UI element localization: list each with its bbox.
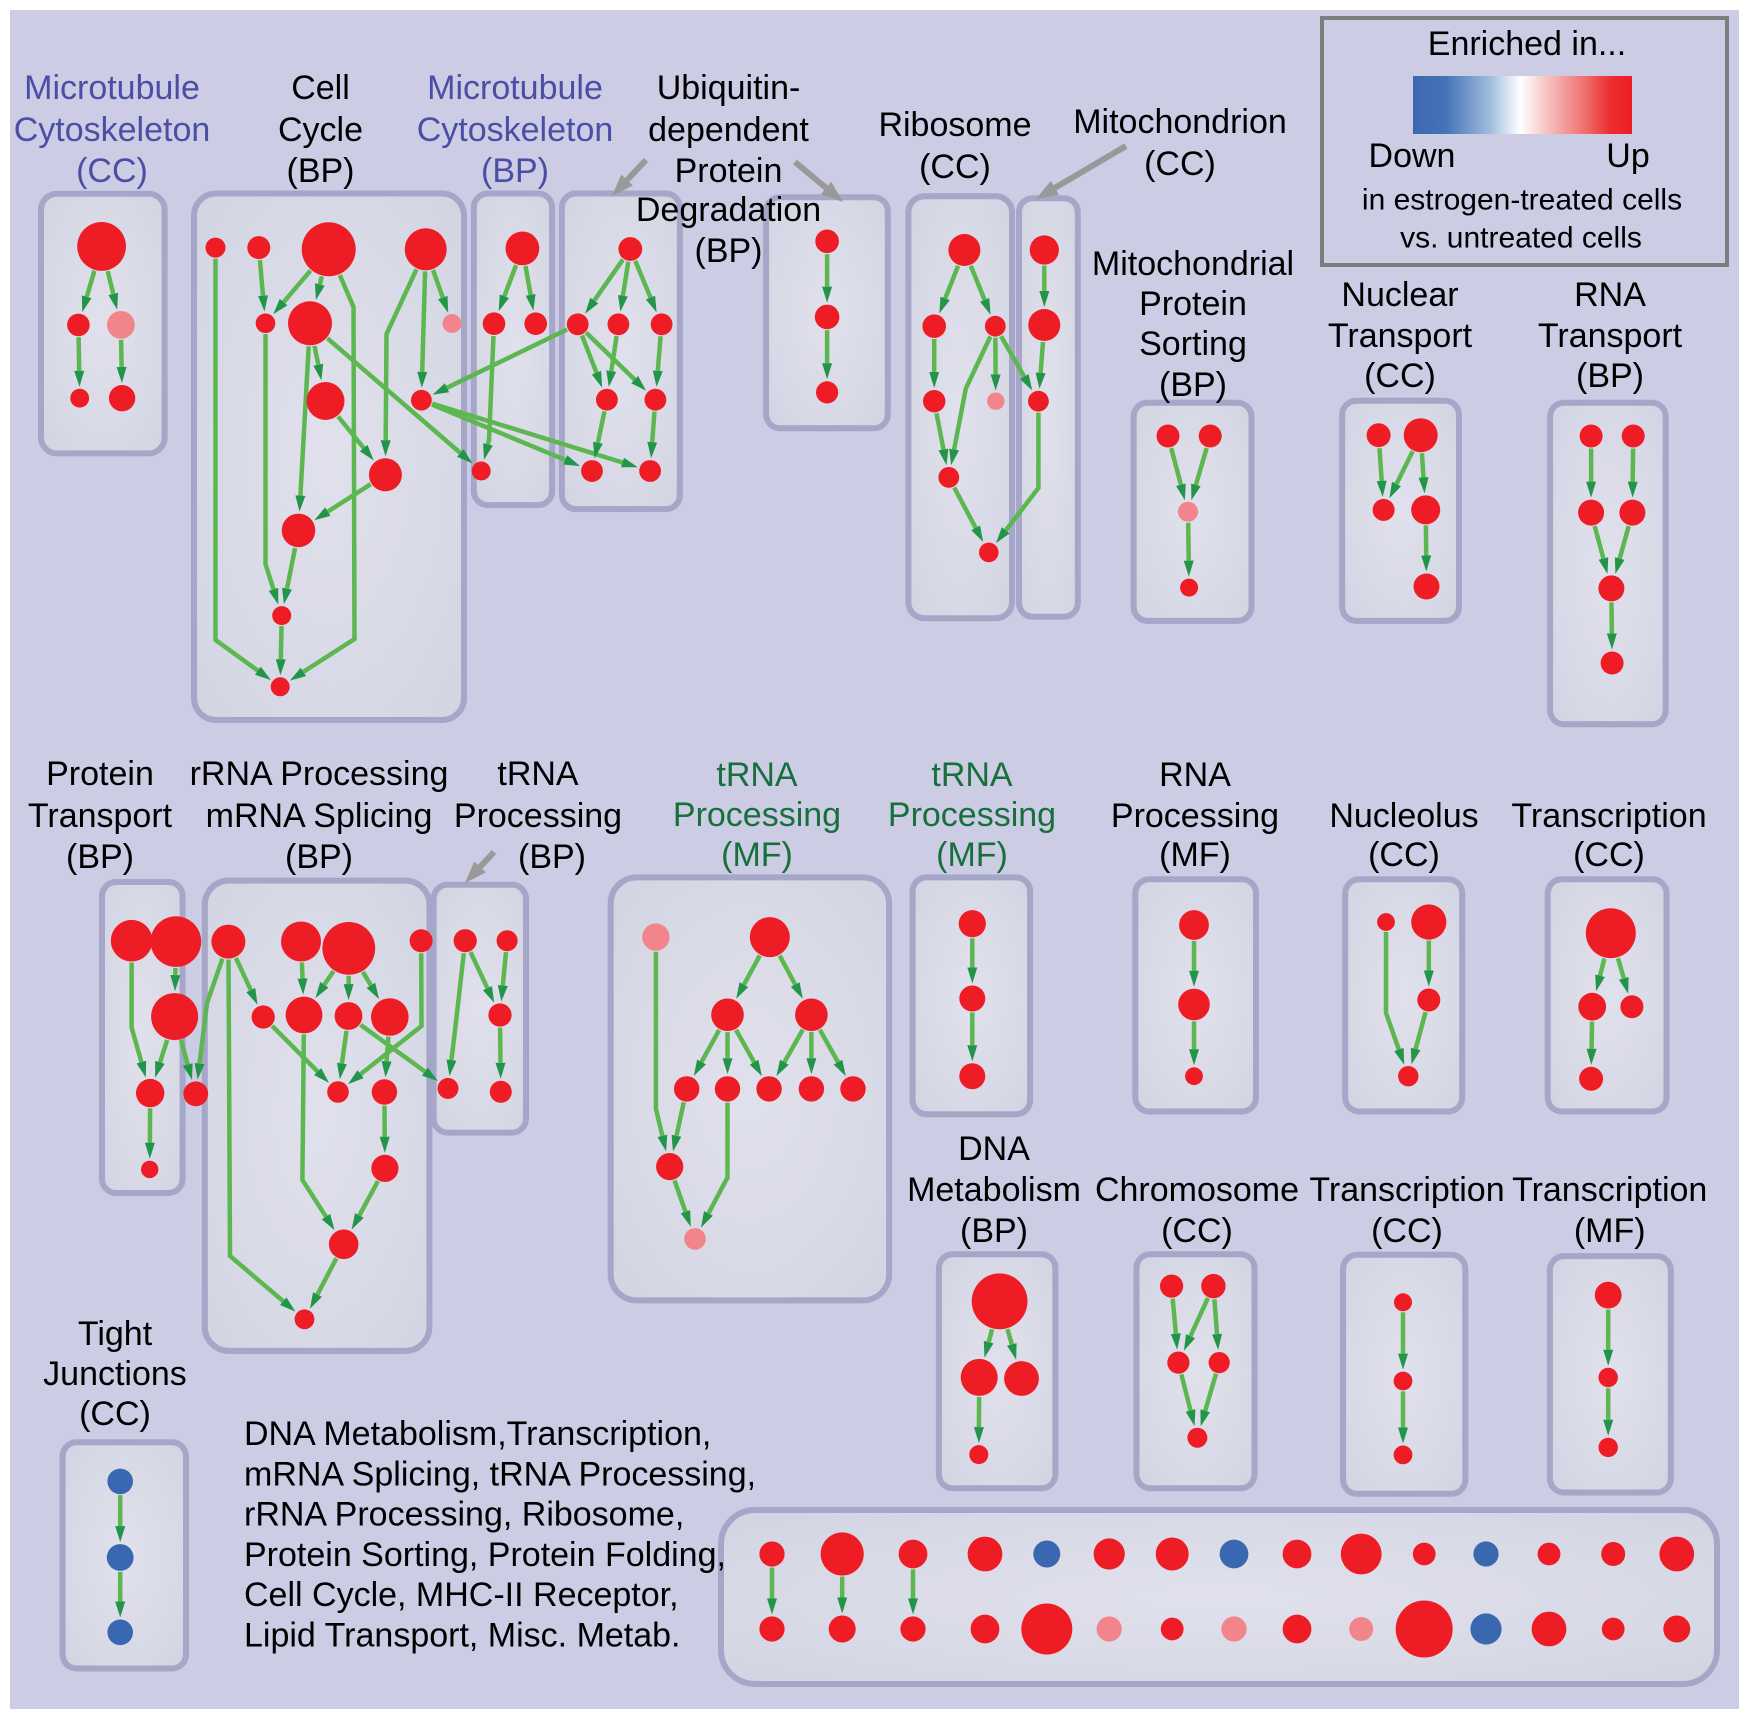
svg-text:Microtubule: Microtubule xyxy=(427,69,603,107)
svg-text:Metabolism: Metabolism xyxy=(907,1171,1081,1209)
svg-text:vs. untreated cells: vs. untreated cells xyxy=(1400,222,1642,255)
svg-text:(MF): (MF) xyxy=(721,836,793,874)
svg-text:rRNA Processing, Ribosome,: rRNA Processing, Ribosome, xyxy=(244,1496,684,1534)
svg-text:Processing: Processing xyxy=(454,797,622,835)
svg-text:(BP): (BP) xyxy=(287,152,355,190)
svg-text:Ribosome: Ribosome xyxy=(878,106,1031,144)
svg-text:(BP): (BP) xyxy=(960,1212,1028,1250)
svg-text:Cytoskeleton: Cytoskeleton xyxy=(417,111,614,149)
svg-text:Junctions: Junctions xyxy=(43,1355,187,1393)
svg-text:Microtubule: Microtubule xyxy=(24,69,200,107)
svg-text:Processing: Processing xyxy=(673,796,841,834)
svg-text:Enriched in...: Enriched in... xyxy=(1428,25,1626,63)
svg-text:(MF): (MF) xyxy=(936,836,1008,874)
svg-text:(BP): (BP) xyxy=(518,838,586,876)
svg-text:(CC): (CC) xyxy=(1144,145,1216,183)
svg-text:(BP): (BP) xyxy=(1159,366,1227,404)
svg-text:Up: Up xyxy=(1606,137,1649,175)
svg-text:mRNA Splicing: mRNA Splicing xyxy=(206,797,433,835)
svg-text:RNA: RNA xyxy=(1159,756,1231,794)
svg-text:(CC): (CC) xyxy=(79,1395,151,1433)
svg-text:(CC): (CC) xyxy=(1368,836,1440,874)
svg-text:Mitochondrion: Mitochondrion xyxy=(1073,103,1287,141)
svg-text:(MF): (MF) xyxy=(1574,1212,1646,1250)
svg-text:(BP): (BP) xyxy=(66,838,134,876)
svg-text:Protein: Protein xyxy=(46,755,154,793)
svg-text:Chromosome: Chromosome xyxy=(1095,1171,1299,1209)
svg-text:Protein: Protein xyxy=(675,152,783,190)
svg-text:Degradation: Degradation xyxy=(636,191,821,229)
svg-text:Down: Down xyxy=(1369,137,1456,175)
svg-text:Transport: Transport xyxy=(1328,317,1473,355)
svg-text:Protein Sorting, Protein Foldi: Protein Sorting, Protein Folding, xyxy=(244,1536,726,1574)
svg-text:(BP): (BP) xyxy=(1576,357,1644,395)
svg-text:(CC): (CC) xyxy=(1573,836,1645,874)
svg-text:(BP): (BP) xyxy=(285,838,353,876)
svg-text:(CC): (CC) xyxy=(919,148,991,186)
svg-text:tRNA: tRNA xyxy=(497,755,579,793)
svg-text:Sorting: Sorting xyxy=(1139,325,1247,363)
svg-text:(CC): (CC) xyxy=(1371,1212,1443,1250)
svg-text:Nuclear: Nuclear xyxy=(1341,276,1458,314)
svg-text:Transcription: Transcription xyxy=(1309,1171,1504,1209)
svg-text:DNA: DNA xyxy=(958,1130,1030,1168)
svg-text:in estrogen-treated cells: in estrogen-treated cells xyxy=(1362,184,1682,217)
svg-text:(BP): (BP) xyxy=(695,232,763,270)
svg-text:(CC): (CC) xyxy=(1161,1212,1233,1250)
svg-text:dependent: dependent xyxy=(648,111,809,149)
svg-text:Processing: Processing xyxy=(1111,797,1279,835)
svg-text:rRNA Processing: rRNA Processing xyxy=(190,755,449,793)
svg-text:Transcription: Transcription xyxy=(1512,1171,1707,1209)
svg-text:Cytoskeleton: Cytoskeleton xyxy=(14,111,211,149)
svg-text:Protein: Protein xyxy=(1139,285,1247,323)
svg-text:Nucleolus: Nucleolus xyxy=(1329,797,1478,835)
svg-text:Cell: Cell xyxy=(291,69,350,107)
svg-text:Processing: Processing xyxy=(888,796,1056,834)
svg-text:Mitochondrial: Mitochondrial xyxy=(1092,245,1294,283)
svg-text:Cycle: Cycle xyxy=(278,111,363,149)
svg-text:Transcription: Transcription xyxy=(1511,797,1706,835)
svg-text:mRNA Splicing, tRNA Processing: mRNA Splicing, tRNA Processing, xyxy=(244,1455,756,1493)
svg-text:(MF): (MF) xyxy=(1159,836,1231,874)
svg-text:RNA: RNA xyxy=(1574,276,1646,314)
svg-text:Lipid Transport, Misc. Metab.: Lipid Transport, Misc. Metab. xyxy=(244,1617,681,1655)
svg-text:Ubiquitin-: Ubiquitin- xyxy=(657,69,801,107)
svg-text:DNA Metabolism,Transcription,: DNA Metabolism,Transcription, xyxy=(244,1415,711,1453)
svg-text:Transport: Transport xyxy=(1538,317,1683,355)
svg-text:Transport: Transport xyxy=(28,797,173,835)
svg-text:Cell Cycle, MHC-II Receptor,: Cell Cycle, MHC-II Receptor, xyxy=(244,1576,679,1614)
svg-text:tRNA: tRNA xyxy=(931,756,1013,794)
svg-text:(CC): (CC) xyxy=(76,152,148,190)
svg-text:(BP): (BP) xyxy=(481,152,549,190)
svg-text:Tight: Tight xyxy=(78,1315,153,1353)
svg-text:tRNA: tRNA xyxy=(716,756,798,794)
svg-text:(CC): (CC) xyxy=(1364,357,1436,395)
